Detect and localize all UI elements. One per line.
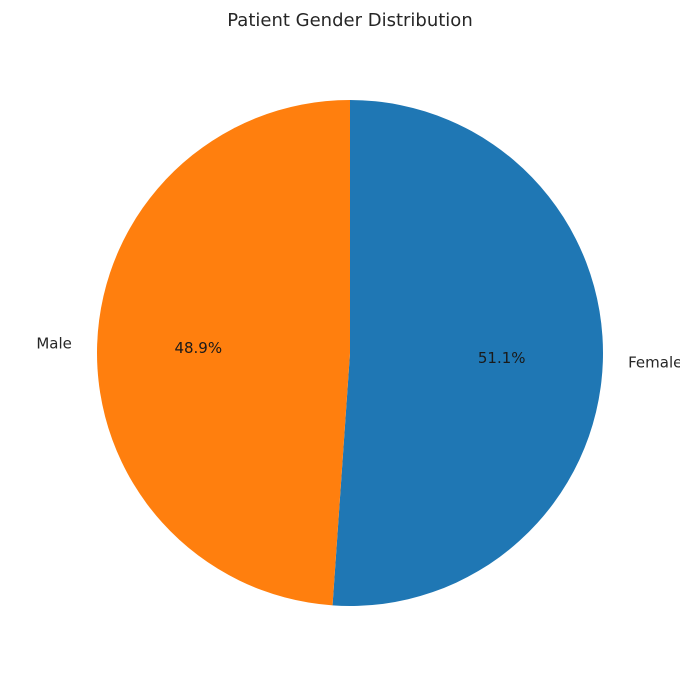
- pie-slices: [97, 100, 603, 606]
- chart-title: Patient Gender Distribution: [227, 10, 472, 31]
- slice-label-male: Male: [36, 334, 72, 352]
- slice-percent-male: 48.9%: [174, 339, 222, 357]
- pie-slice-male: [97, 100, 350, 606]
- pie-labels: Female 51.1% Male 48.9%: [36, 334, 680, 371]
- slice-label-female: Female: [628, 354, 680, 372]
- slice-percent-female: 51.1%: [478, 349, 526, 367]
- pie-slice-female: [332, 100, 603, 606]
